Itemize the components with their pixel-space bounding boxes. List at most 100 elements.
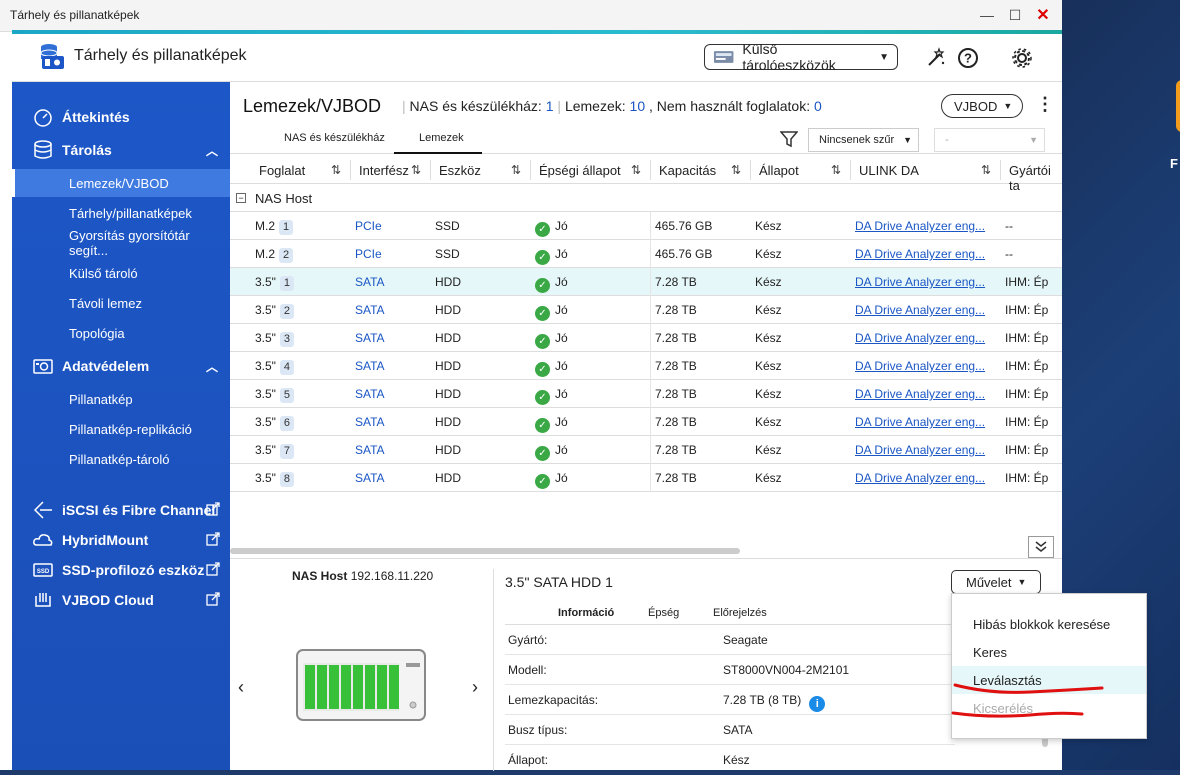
tab-information[interactable]: Információ — [558, 607, 615, 619]
close-button[interactable]: ✕ — [1036, 7, 1050, 24]
magic-wand-icon[interactable] — [924, 46, 948, 70]
sidebar-item-ssd-profiling[interactable]: SSD SSD-profilozó eszköz — [12, 556, 230, 584]
health-label: Jó — [555, 331, 568, 345]
filter-icon[interactable] — [780, 130, 798, 148]
chevron-right-icon[interactable]: › — [472, 677, 478, 697]
sort-icon[interactable]: ⇅ — [511, 163, 522, 177]
sidebar-item-disks-vjbod[interactable]: Lemezek/VJBOD — [12, 169, 230, 197]
table-row[interactable]: 3.5" 8 SATA HDD ✓ Jó 7.28 TB Kész DA Drive Analy… — [230, 464, 1062, 492]
tab-nas-enclosure[interactable]: NAS és készülékház — [284, 132, 385, 144]
sort-icon[interactable]: ⇅ — [731, 163, 742, 177]
ulink-link[interactable]: DA Drive Analyzer eng... — [855, 443, 986, 457]
check-circle-icon: ✓ — [535, 306, 550, 321]
column-header-slot[interactable]: Foglalat — [259, 163, 306, 178]
collapse-panel-button[interactable] — [1028, 536, 1054, 558]
ulink-link[interactable]: DA Drive Analyzer eng... — [855, 359, 986, 373]
ulink-link[interactable]: DA Drive Analyzer eng... — [855, 471, 986, 485]
slot-label: 3.5" — [255, 443, 276, 457]
more-options-icon[interactable]: ⋮ — [1036, 94, 1054, 114]
column-header-health[interactable]: Épségi állapot — [539, 163, 621, 178]
minimize-button[interactable]: — — [980, 7, 994, 23]
sidebar-item-hybridmount[interactable]: HybridMount — [12, 526, 230, 554]
chevron-down-icon: ▼ — [903, 135, 912, 145]
help-icon[interactable]: ? — [956, 46, 980, 70]
table-row[interactable]: 3.5" 4 SATA HDD ✓ Jó 7.28 TB Kész DA Drive Analy… — [230, 352, 1062, 380]
sidebar-item-vjbod-cloud[interactable]: VJBOD Cloud — [12, 586, 230, 614]
nas-enclosure-image — [296, 649, 426, 721]
tab-prediction[interactable]: Előrejelzés — [713, 607, 767, 619]
external-link-icon[interactable] — [206, 592, 220, 606]
external-devices-button[interactable]: Külső tárolóeszközök ▼ — [704, 41, 898, 73]
table-row[interactable]: M.2 1 PCIe SSD ✓ Jó 465.76 GB Kész DA Drive Anal… — [230, 212, 1062, 240]
sort-icon[interactable]: ⇅ — [981, 163, 992, 177]
sort-icon[interactable]: ⇅ — [831, 163, 842, 177]
external-link-icon[interactable] — [206, 562, 220, 576]
device-cell: HDD — [435, 443, 461, 457]
action-button[interactable]: Művelet ▼ — [951, 570, 1041, 594]
sidebar-item-external-storage[interactable]: Külső tároló — [12, 259, 230, 287]
horizontal-scrollbar[interactable] — [230, 548, 740, 554]
health-label: Jó — [555, 219, 568, 233]
ulink-link[interactable]: DA Drive Analyzer eng... — [855, 219, 986, 233]
filter-select[interactable]: Nincsenek szűr ▼ — [808, 128, 919, 152]
ulink-link[interactable]: DA Drive Analyzer eng... — [855, 275, 986, 289]
device-cell: HDD — [435, 471, 461, 485]
ulink-link[interactable]: DA Drive Analyzer eng... — [855, 303, 986, 317]
sidebar-section-data-protection[interactable]: Adatvédelem ︿ — [12, 352, 230, 380]
sidebar-item-topology[interactable]: Topológia — [12, 319, 230, 347]
sidebar-item-snapshot-vault[interactable]: Pillanatkép-tároló — [12, 445, 230, 473]
table-row[interactable]: M.2 2 PCIe SSD ✓ Jó 465.76 GB Kész DA Drive Anal… — [230, 240, 1062, 268]
sort-icon[interactable]: ⇅ — [411, 163, 422, 177]
menu-item-detach[interactable]: Leválasztás — [952, 666, 1146, 694]
column-header-interface[interactable]: Interfész — [359, 163, 409, 178]
summary-bar: | NAS és készülékház: 1 | Lemezek: 10 , … — [402, 98, 822, 114]
sort-icon[interactable]: ⇅ — [331, 163, 342, 177]
sort-icon[interactable]: ⇅ — [631, 163, 642, 177]
tab-disks[interactable]: Lemezek — [419, 132, 464, 144]
chevron-down-icon: ▼ — [879, 51, 889, 63]
table-row[interactable]: 3.5" 1 SATA HDD ✓ Jó 7.28 TB Kész DA Drive Analy… — [230, 268, 1062, 296]
tab-health[interactable]: Épség — [648, 607, 680, 619]
chevron-left-icon[interactable]: ‹ — [238, 677, 244, 697]
sidebar-item-storage-snapshots[interactable]: Tárhely/pillanatképek — [12, 199, 230, 227]
collapse-toggle-icon[interactable]: − — [236, 193, 246, 203]
sidebar-item-iscsi[interactable]: iSCSI és Fibre Channel — [12, 496, 230, 524]
ulink-link[interactable]: DA Drive Analyzer eng... — [855, 415, 986, 429]
settings-gear-icon[interactable] — [1010, 46, 1034, 70]
vjbod-button[interactable]: VJBOD ▼ — [941, 94, 1023, 118]
ulink-link[interactable]: DA Drive Analyzer eng... — [855, 331, 986, 345]
menu-item-locate[interactable]: Keres — [973, 644, 1007, 660]
sidebar-item-snapshot-replication[interactable]: Pillanatkép-replikáció — [12, 415, 230, 443]
external-link-icon[interactable] — [206, 532, 220, 546]
column-header-status[interactable]: Állapot — [759, 163, 799, 178]
ulink-link[interactable]: DA Drive Analyzer eng... — [855, 387, 986, 401]
ulink-link[interactable]: DA Drive Analyzer eng... — [855, 247, 986, 261]
slot-cell: 3.5" 4 — [255, 359, 294, 375]
sidebar-item-snapshot[interactable]: Pillanatkép — [12, 385, 230, 413]
column-header-device[interactable]: Eszköz — [439, 163, 481, 178]
chevron-up-icon[interactable]: ︿ — [205, 144, 218, 158]
column-header-ulink[interactable]: ULINK DA — [859, 163, 919, 178]
slot-cell: 3.5" 3 — [255, 331, 294, 347]
sidebar-item-remote-disk[interactable]: Távoli lemez — [12, 289, 230, 317]
column-header-capacity[interactable]: Kapacitás — [659, 163, 717, 178]
table-row[interactable]: 3.5" 6 SATA HDD ✓ Jó 7.28 TB Kész DA Drive Analy… — [230, 408, 1062, 436]
sidebar-item-overview[interactable]: Áttekintés — [12, 103, 230, 131]
status-cell: Kész — [755, 275, 782, 289]
external-link-icon[interactable] — [206, 502, 220, 516]
desktop-app-icon[interactable] — [1176, 80, 1180, 132]
secondary-filter-select[interactable]: - ▼ — [934, 128, 1045, 152]
sidebar-section-storage[interactable]: Tárolás ︿ — [12, 136, 230, 164]
capacity-cell: 7.28 TB — [655, 275, 697, 289]
info-icon[interactable]: i — [809, 696, 826, 712]
interface-cell: PCIe — [355, 247, 382, 261]
maximize-button[interactable]: ☐ — [1008, 6, 1022, 23]
menu-item-bad-block-scan[interactable]: Hibás blokkok keresése — [973, 616, 1111, 632]
table-row[interactable]: 3.5" 7 SATA HDD ✓ Jó 7.28 TB Kész DA Drive Analy… — [230, 436, 1062, 464]
chevron-up-icon[interactable]: ︿ — [205, 360, 218, 374]
table-row[interactable]: 3.5" 2 SATA HDD ✓ Jó 7.28 TB Kész DA Drive Analy… — [230, 296, 1062, 324]
table-row[interactable]: 3.5" 3 SATA HDD ✓ Jó 7.28 TB Kész DA Drive Analy… — [230, 324, 1062, 352]
sidebar-item-cache-acceleration[interactable]: Gyorsítás gyorsítótár segít... — [12, 228, 230, 258]
column-header-vendor[interactable]: Gyártói ta — [1009, 163, 1051, 193]
table-row[interactable]: 3.5" 5 SATA HDD ✓ Jó 7.28 TB Kész DA Drive Analy… — [230, 380, 1062, 408]
